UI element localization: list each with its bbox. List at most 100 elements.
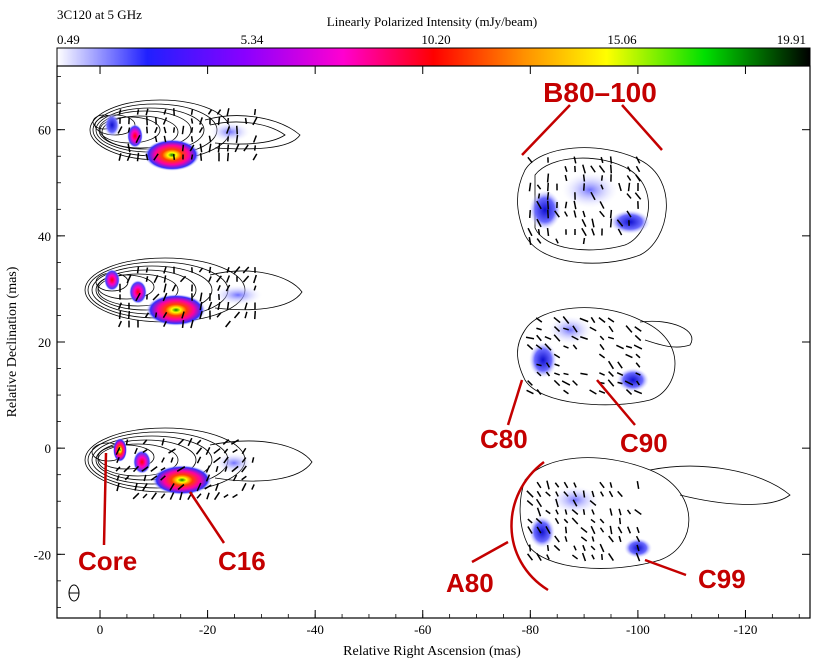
polarization-vector <box>546 200 550 210</box>
polarization-vector <box>618 508 622 516</box>
y-tick-label: 0 <box>45 441 52 456</box>
polarization-vector <box>170 457 174 463</box>
polarization-vector <box>205 474 211 482</box>
polarization-vector <box>527 380 533 386</box>
polarization-vector <box>582 183 586 191</box>
polarization-vector <box>598 165 606 173</box>
polarization-vector <box>563 518 569 524</box>
polarization-vector <box>591 228 595 236</box>
polarization-vector <box>582 490 586 498</box>
polarization-vector <box>564 509 568 515</box>
polarization-vector <box>553 353 561 359</box>
polarization-vector <box>635 362 641 368</box>
polarization-vector <box>635 380 641 386</box>
polarization-vector <box>207 109 213 115</box>
annotations: B80–100 C80 C90 Core C16 A80 C99 <box>78 77 746 598</box>
axes: 0 -20 -40 -60 -80 -100 -120 60 40 20 0 -20 <box>34 66 810 637</box>
polarization-vector <box>199 143 203 153</box>
polarization-vector <box>627 182 631 192</box>
polarization-vector <box>163 283 167 293</box>
polarization-vector <box>241 457 247 463</box>
polarization-vector <box>232 448 238 454</box>
polarization-vector <box>573 210 577 218</box>
polarization-vector <box>177 483 185 491</box>
polarization-vector <box>199 292 203 302</box>
polarization-vector <box>572 344 578 350</box>
polarization-vector <box>161 438 165 446</box>
polarization-vector <box>546 227 550 237</box>
polarization-vector <box>207 301 213 311</box>
polarization-vector <box>536 184 542 190</box>
polarization-vector <box>555 238 559 244</box>
polarization-vector <box>535 317 543 323</box>
polarization-vector <box>526 553 534 561</box>
polarization-vector <box>582 237 586 245</box>
polarization-vector <box>251 457 255 463</box>
polarization-vector <box>634 326 642 332</box>
polarization-vector <box>243 144 249 152</box>
polarization-vector <box>160 475 166 481</box>
polarization-vector <box>626 175 632 181</box>
polarization-vector <box>116 482 120 492</box>
polarization-vector <box>616 219 624 227</box>
polarization-vector <box>217 143 221 153</box>
polarization-vector <box>599 543 605 553</box>
polarization-vector <box>234 143 240 153</box>
polarization-vector <box>635 156 641 164</box>
polarization-vector <box>562 316 570 324</box>
polarization-vector <box>635 535 641 543</box>
polarization-vector <box>199 301 203 311</box>
polarization-vector <box>527 227 533 237</box>
polarization-vector <box>136 152 140 162</box>
polarization-vector <box>635 174 641 182</box>
polarization-vector <box>199 117 203 125</box>
polarization-vector <box>196 456 202 464</box>
polarization-vector <box>160 493 166 499</box>
polarization-vector <box>580 526 588 534</box>
polarization-vector <box>582 164 586 174</box>
polarization-vector <box>608 553 614 561</box>
polarization-vector <box>626 210 632 218</box>
polarization-vector <box>150 475 158 481</box>
polarization-vector <box>599 518 605 524</box>
polarization-vector <box>196 493 202 499</box>
polarization-vector <box>573 482 577 488</box>
polarization-vector <box>199 311 203 319</box>
colorbar-ticks: 0.49 5.34 10.20 15.06 19.91 <box>57 32 806 47</box>
polarization-vector <box>563 491 569 497</box>
label-c90: C90 <box>620 428 668 458</box>
polarization-vector <box>134 447 138 455</box>
y-tick-label: 40 <box>38 229 51 244</box>
polarization-vector <box>581 218 587 228</box>
polarization-vector <box>617 228 623 236</box>
polarization-vector <box>227 136 229 142</box>
polarization-vector <box>217 301 221 311</box>
polarization-vector <box>162 117 168 125</box>
polarization-vector <box>117 302 123 310</box>
polarization-vector <box>591 554 595 560</box>
polarization-vector <box>226 301 230 311</box>
polarization-vector <box>633 344 643 350</box>
polarization-vector <box>217 285 221 291</box>
polarization-vector <box>609 156 613 164</box>
polarization-vector <box>226 266 230 274</box>
polarization-vector <box>142 439 148 445</box>
polarization-vector <box>545 526 551 534</box>
polarization-vector <box>618 535 622 543</box>
polarization-vector <box>135 134 141 144</box>
polarization-vector <box>118 310 122 320</box>
polarization-vector <box>168 448 176 454</box>
polarization-vector <box>554 482 560 488</box>
polarization-vector <box>608 371 614 377</box>
polarization-vector <box>132 492 140 500</box>
polarization-vector <box>231 465 239 473</box>
x-tick-label: -20 <box>199 622 216 637</box>
polarization-vector <box>145 276 149 282</box>
polarization-vector <box>590 165 596 173</box>
polarization-vector <box>127 127 131 133</box>
polarization-vector <box>196 482 202 492</box>
polarization-vector <box>537 193 541 199</box>
polarization-vector <box>525 336 535 340</box>
polarization-vector <box>526 490 534 498</box>
polarization-vector <box>536 389 542 395</box>
